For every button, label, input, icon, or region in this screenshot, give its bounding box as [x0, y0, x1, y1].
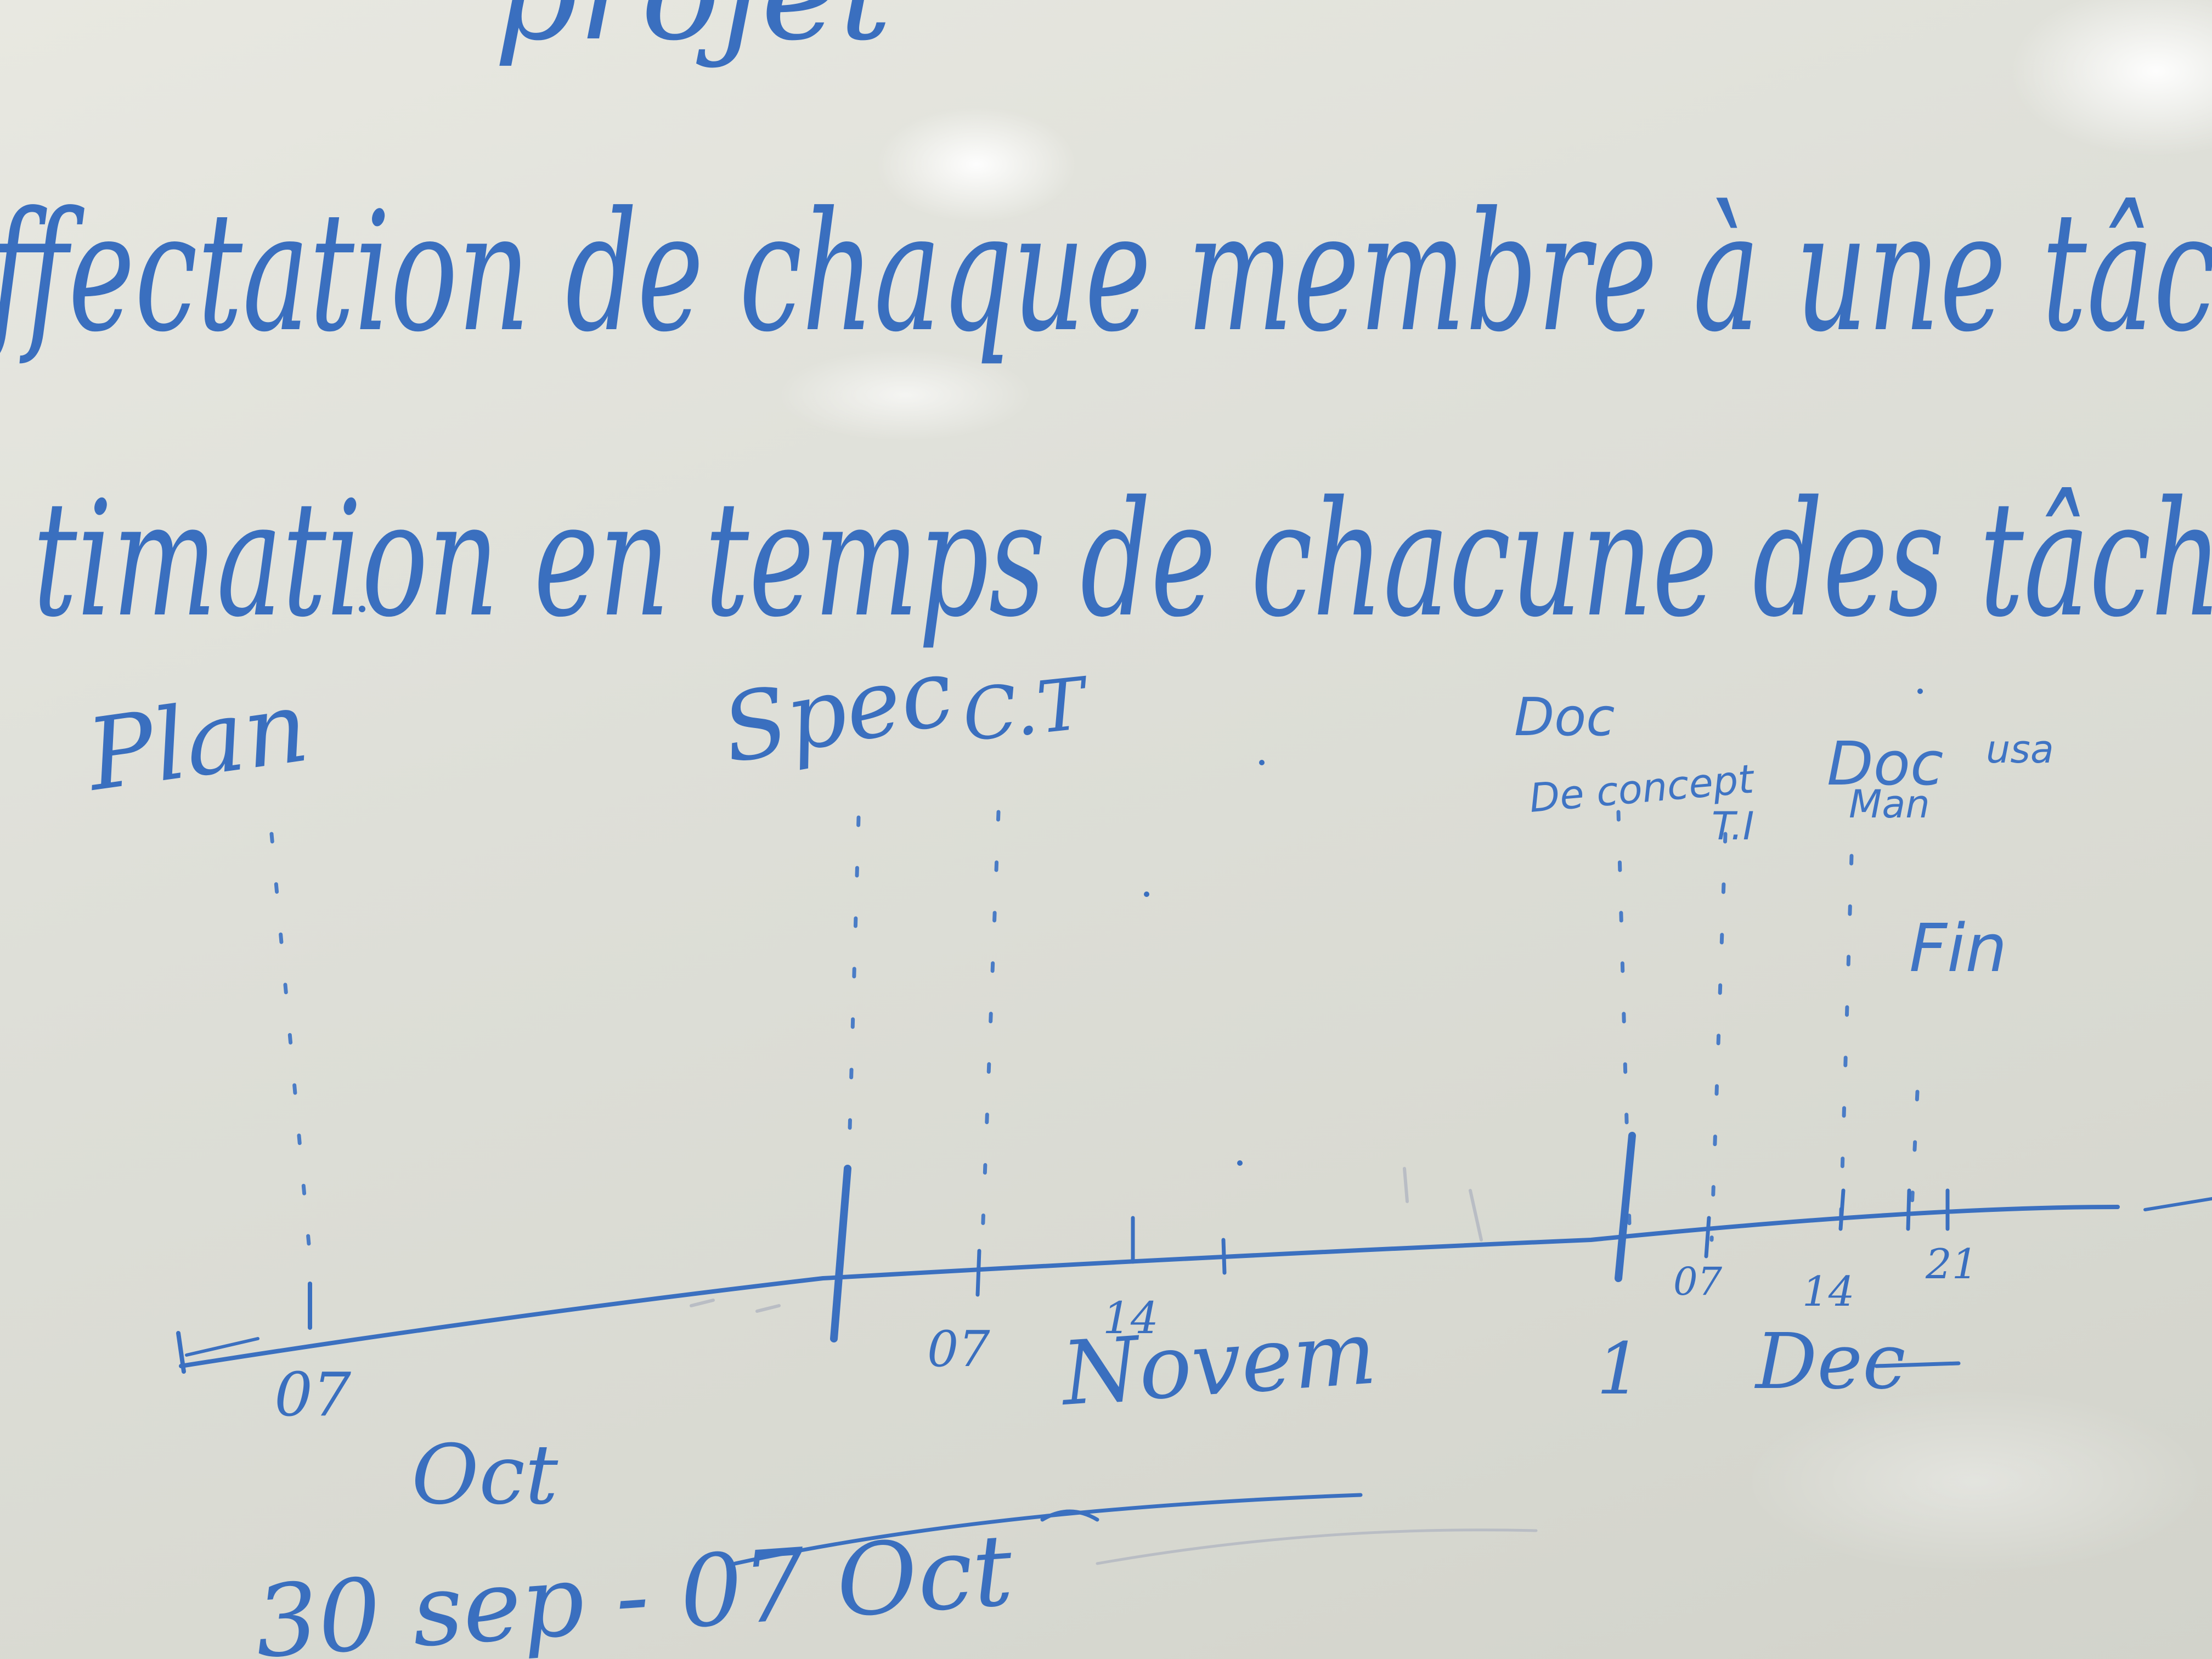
label-day-07-nov: 07	[927, 1321, 990, 1378]
milestone-plan: Plan	[79, 669, 315, 814]
guide-line-fin	[1910, 1090, 1920, 1209]
partial-top-text: projet	[494, 0, 892, 70]
milestone-ct: C.T	[958, 662, 1093, 758]
guide-line-spec	[845, 815, 861, 1209]
label-month-oct: Oct	[411, 1427, 558, 1523]
timeline-axis-extension	[2143, 1197, 2212, 1211]
label-day-07-oct: 07	[274, 1359, 351, 1430]
bottom-note: 30 sep - 07 Oct	[251, 1513, 1016, 1659]
milestone-doc-user-extra: usa	[1986, 727, 2054, 772]
bottom-overline-2	[1040, 1509, 1099, 1522]
guide-line-doc-user	[1838, 854, 1854, 1231]
milestone-doc-user-sub: Man	[1849, 782, 1930, 827]
milestone-fin: Fin	[1909, 911, 2007, 987]
timeline-axis	[179, 1205, 2120, 1368]
ghost-mark	[690, 1167, 1483, 1313]
ink-dot	[1237, 1160, 1243, 1166]
label-day-14-dec: 14	[1802, 1267, 1854, 1316]
ink-dot	[359, 606, 365, 612]
guide-line-ct	[980, 810, 1001, 1253]
milestone-spec: Spec	[715, 637, 961, 785]
tick-dec-21	[1906, 1188, 1950, 1231]
ink-dot	[1917, 689, 1923, 694]
label-day-1-dec: 1	[1596, 1327, 1642, 1410]
guide-line-ti	[1709, 832, 1728, 1242]
timeline-start-tick	[185, 1337, 259, 1357]
tick-dec-07	[1704, 1216, 1711, 1259]
ink-dot	[1144, 891, 1149, 897]
timeline-start-cap	[176, 1331, 186, 1374]
tick-nov-07	[975, 1249, 981, 1297]
milestone-doc-user-title: Doc	[1827, 729, 1943, 799]
ghost-stroke	[1096, 1528, 1538, 1565]
label-month-dec: Dec	[1754, 1317, 1906, 1407]
month-dec-underline	[1874, 1361, 1961, 1368]
tick-nov-21	[1221, 1238, 1227, 1275]
milestone-ti: T.I	[1712, 804, 1754, 849]
label-day-07-dec: 07	[1673, 1259, 1723, 1304]
tick-spec	[830, 1165, 851, 1342]
tick-dec-14	[1838, 1188, 1846, 1231]
guide-line-doc-concept	[1616, 810, 1632, 1226]
heading-line-1: ffectation de chaque membre à une tâc	[0, 177, 2212, 368]
milestone-doc-concept-title: Doc	[1514, 687, 1615, 748]
label-day-21-dec: 21	[1925, 1240, 1978, 1288]
label-month-nov: Novem	[1057, 1301, 1380, 1425]
ink-dot	[1259, 760, 1265, 765]
label-day-14-nov: 14	[1103, 1293, 1159, 1344]
bottom-overline-1	[733, 1493, 1363, 1566]
guide-line-plan	[269, 832, 312, 1259]
heading-line-2: timation en temps de chacune des tâch	[33, 467, 2212, 652]
tick-dec-1	[1615, 1132, 1636, 1282]
